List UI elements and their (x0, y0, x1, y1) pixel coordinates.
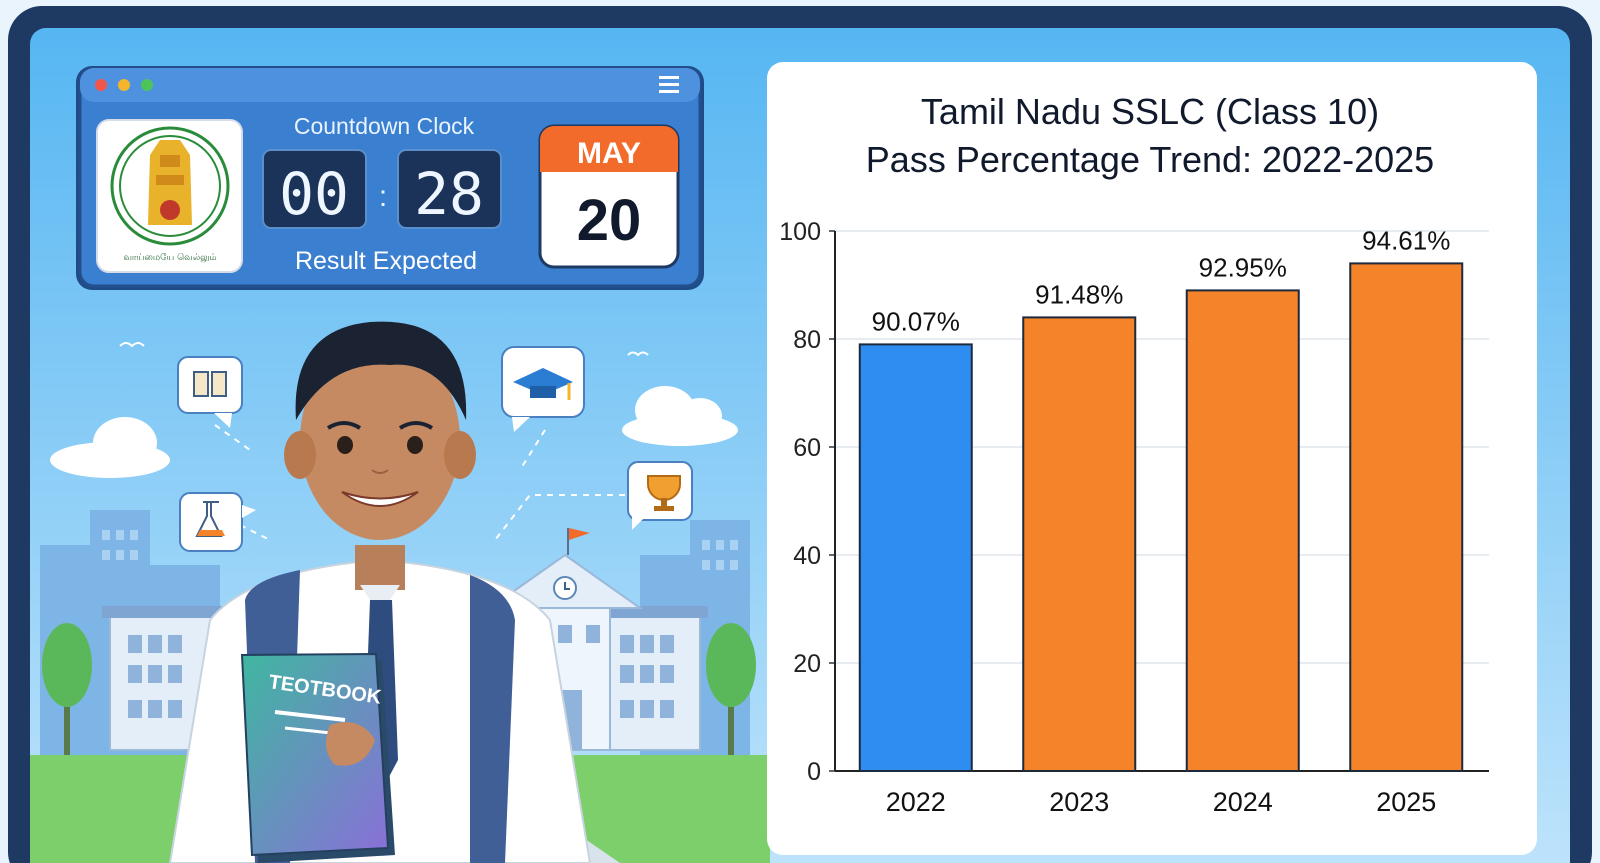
window-maximize-dot[interactable] (141, 79, 153, 91)
backpack-strap-right (470, 575, 515, 863)
emblem-icon: வாய்மையே வெல்லும் (96, 119, 243, 273)
x-tick-label-2024: 2024 (1213, 787, 1273, 817)
calendar-month: MAY (577, 137, 641, 170)
x-tick-label-2022: 2022 (886, 787, 946, 817)
data-label-2022: 90.07% (872, 306, 960, 336)
y-tick-label: 100 (779, 218, 821, 246)
connector-lines (214, 424, 625, 541)
y-tick-label: 20 (793, 650, 821, 678)
countdown-separator: : (379, 180, 387, 213)
y-tick-label: 80 (793, 326, 821, 354)
chart-title-line2: Pass Percentage Trend: 2022-2025 (866, 139, 1434, 180)
plot-area: 0 20 40 60 80 100 90.07% 2022 91.48% 2023 92.95% 20… (779, 218, 1489, 817)
bar-2023 (1022, 316, 1137, 772)
countdown-digit-b: 28 (414, 160, 484, 228)
trees (42, 623, 756, 760)
y-tick-label: 0 (807, 758, 821, 786)
menu-icon[interactable] (659, 76, 679, 93)
x-tick-label-2025: 2025 (1376, 787, 1436, 817)
chart-title-line1: Tamil Nadu SSLC (Class 10) (921, 91, 1379, 132)
flag-icon (567, 528, 590, 555)
countdown-tile-a (262, 149, 367, 229)
countdown-subtitle: Result Expected (295, 247, 477, 275)
calendar-day: 20 (577, 188, 642, 253)
y-tick-label: 40 (793, 542, 821, 570)
trophy-icon (627, 461, 693, 530)
textbook: TEOTBOOK (240, 652, 395, 863)
y-tick-label: 60 (793, 434, 821, 462)
data-label-2023: 91.48% (1035, 279, 1123, 309)
bar-2024 (1185, 289, 1300, 772)
calendar-icon: MAY 20 (538, 124, 680, 269)
face (300, 340, 460, 540)
countdown-tile-b (397, 149, 502, 229)
clouds (50, 386, 738, 478)
bird (627, 351, 649, 357)
hand (326, 722, 375, 766)
window-minimize-dot[interactable] (118, 79, 130, 91)
x-tick-label-2023: 2023 (1049, 787, 1109, 817)
book-icon (177, 356, 243, 428)
bird (119, 342, 145, 348)
data-label-2025: 94.61% (1362, 225, 1450, 255)
data-label-2024: 92.95% (1199, 252, 1287, 282)
flask-icon (179, 492, 256, 552)
bar-2025 (1349, 262, 1464, 772)
bar-2022 (858, 343, 973, 772)
hair (295, 321, 467, 420)
window-close-dot[interactable] (95, 79, 107, 91)
emblem-caption: வாய்மையே வெல்லும் (123, 253, 216, 263)
countdown-digit-a: 00 (279, 160, 349, 228)
clock-icon (553, 576, 577, 600)
school-windows (128, 625, 674, 718)
graduation-cap-icon (501, 346, 585, 432)
skyline-windows (102, 530, 738, 570)
countdown-title: Countdown Clock (294, 113, 475, 139)
chart: Tamil Nadu SSLC (Class 10) Pass Percenta… (779, 91, 1489, 817)
